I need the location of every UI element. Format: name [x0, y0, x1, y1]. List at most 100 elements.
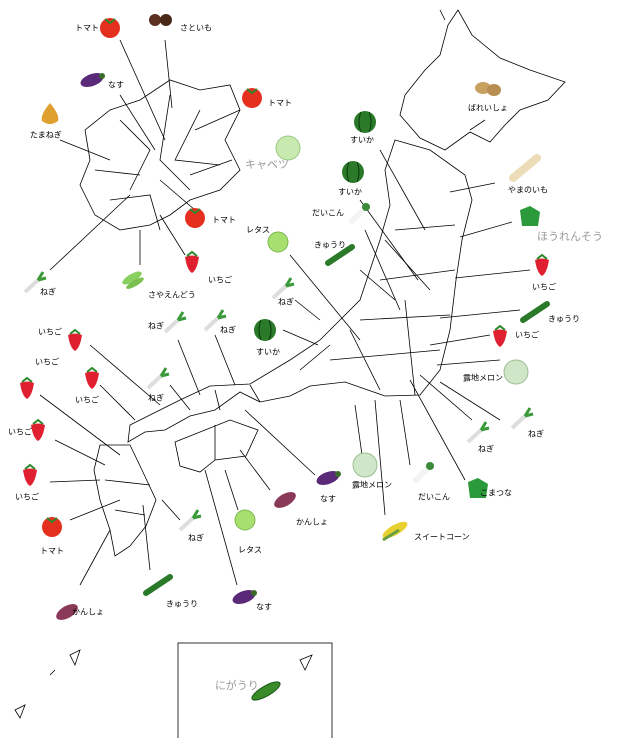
vegetable-label: ねぎ: [188, 533, 204, 543]
icon-leek: [23, 271, 47, 294]
map-outline: [14, 9, 566, 738]
icon-melonw: [254, 319, 276, 341]
icon-part: [520, 301, 550, 323]
icon-part: [284, 277, 295, 288]
leader-line: [142, 504, 151, 571]
icon-part: [382, 528, 400, 542]
icon-taro: [149, 14, 172, 26]
icon-part: [41, 103, 59, 124]
leader-line: [439, 381, 501, 421]
icon-part: [23, 468, 37, 486]
icon-part: [352, 452, 378, 478]
vegetable-label: いちご: [515, 330, 539, 340]
icon-part: [251, 681, 281, 701]
vegetable-label: すいか: [338, 188, 362, 197]
vegetable-label: きゅうり: [548, 315, 580, 324]
icon-straw: [68, 328, 82, 351]
icon-part: [316, 471, 340, 485]
icon-part: [46, 517, 58, 524]
icon-part: [479, 421, 490, 432]
icon-yam: [509, 154, 541, 182]
leader-line: [359, 199, 419, 281]
icon-part: [146, 374, 163, 390]
vegetable-label: さやえんどう: [148, 291, 196, 300]
leader-line: [436, 359, 501, 366]
vegetable-label: いちご: [38, 327, 62, 337]
icon-part: [21, 376, 33, 383]
icon-tomato: [242, 88, 262, 108]
leader-line: [244, 409, 316, 476]
icon-leek: [178, 509, 202, 532]
icon-part: [347, 206, 367, 226]
icon-part: [203, 316, 220, 332]
icon-leek: [466, 421, 490, 444]
vegetable-label: いちご: [75, 395, 99, 405]
icon-leek: [510, 407, 534, 430]
icon-part: [466, 428, 483, 444]
leader-line: [449, 182, 496, 193]
icon-part: [523, 407, 534, 418]
icon-leek: [271, 277, 295, 300]
icon-part: [143, 574, 173, 596]
leader-line: [409, 379, 466, 481]
leader-line: [39, 394, 121, 456]
leader-line: [354, 404, 363, 456]
icon-part: [494, 324, 506, 331]
vegetable-label: いちご: [35, 357, 59, 367]
leader-line: [89, 344, 161, 406]
icon-part: [20, 381, 34, 399]
icon-part: [335, 471, 341, 477]
leader-line: [194, 109, 241, 131]
icon-spinach: [468, 478, 488, 498]
icon-straw: [535, 253, 549, 276]
icon-part: [382, 521, 408, 539]
icon-part: [100, 18, 120, 38]
vegetable-label: ねぎ: [148, 321, 164, 331]
leader-line: [419, 374, 473, 421]
icon-part: [176, 311, 187, 322]
leader-line: [49, 479, 101, 483]
icon-sweet: [56, 604, 78, 620]
icon-leek: [146, 367, 170, 390]
icon-melonw: [354, 111, 376, 133]
icon-sweet: [274, 492, 296, 508]
icon-part: [232, 590, 256, 604]
leader-line: [59, 139, 111, 161]
icon-straw: [23, 463, 37, 486]
vegetable-label: ねぎ: [478, 444, 494, 454]
icon-straw: [185, 250, 199, 273]
icon-straw: [31, 418, 45, 441]
icon-part: [186, 250, 198, 257]
leader-line: [359, 269, 396, 301]
icon-part: [56, 604, 78, 620]
leader-line: [99, 384, 136, 421]
vegetable-label: たまねぎ: [30, 130, 62, 140]
icon-spinach: [520, 206, 540, 226]
icon-part: [178, 516, 195, 532]
icon-part: [493, 329, 507, 347]
icon-part: [509, 154, 541, 182]
vegetable-label: ねぎ: [148, 393, 164, 403]
icon-tomato: [185, 208, 205, 228]
vegetable-label: ほうれんそう: [537, 230, 603, 243]
icon-cuke: [325, 244, 355, 266]
vegetable-label: かんしょ: [72, 608, 104, 617]
icon-part: [159, 367, 170, 378]
icon-melon: [352, 452, 378, 478]
leader-line: [239, 449, 271, 491]
icon-part: [216, 309, 227, 320]
icon-part: [251, 590, 257, 596]
vegetable-label: やまのいも: [508, 186, 548, 195]
leader-line: [119, 39, 166, 141]
icon-melonw: [342, 161, 364, 183]
vegetable-label: いちご: [208, 275, 232, 285]
icon-part: [149, 14, 161, 26]
icon-eggplant: [80, 73, 105, 87]
vegetable-label: トマト: [212, 216, 236, 225]
icon-part: [126, 277, 144, 289]
leader-line: [294, 299, 321, 321]
icon-part: [24, 463, 36, 470]
vegetable-label: だいこん: [418, 493, 450, 502]
icon-part: [86, 366, 98, 373]
